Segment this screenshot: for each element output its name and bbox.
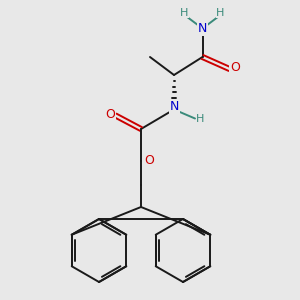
Text: H: H xyxy=(196,113,205,124)
Text: O: O xyxy=(145,154,154,167)
Text: N: N xyxy=(170,100,179,113)
Text: H: H xyxy=(180,8,189,18)
Text: H: H xyxy=(216,8,225,18)
Text: N: N xyxy=(198,22,207,35)
Text: O: O xyxy=(230,61,240,74)
Text: O: O xyxy=(105,107,115,121)
